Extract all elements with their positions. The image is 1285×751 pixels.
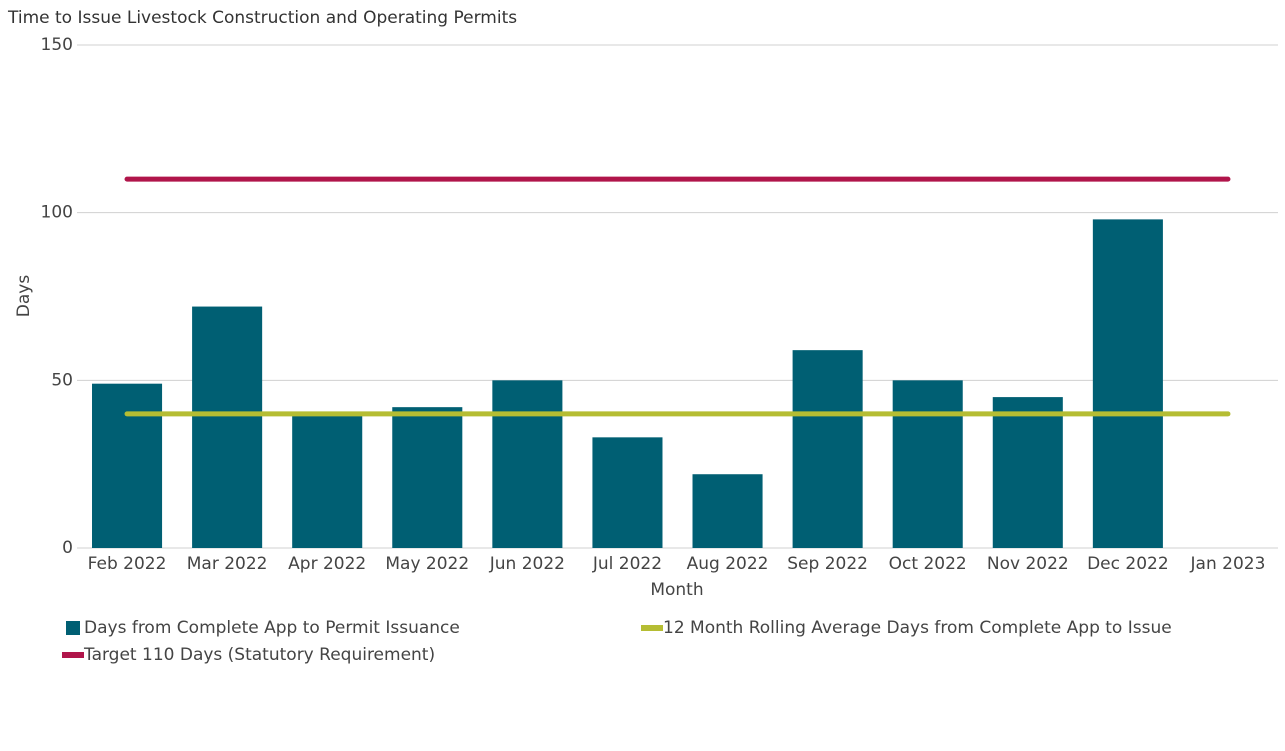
chart-title: Time to Issue Livestock Construction and… xyxy=(7,8,517,28)
bar xyxy=(192,306,263,548)
x-tick-label: Nov 2022 xyxy=(987,554,1069,574)
x-tick-label: Sep 2022 xyxy=(787,554,868,574)
x-tick-label: Jan 2023 xyxy=(1190,554,1266,574)
legend-label: Target 110 Days (Statutory Requirement) xyxy=(83,645,435,665)
legend-swatch xyxy=(62,652,84,658)
legend-label: 12 Month Rolling Average Days from Compl… xyxy=(663,618,1172,638)
x-tick-label: Dec 2022 xyxy=(1087,554,1169,574)
y-tick-label: 150 xyxy=(41,35,73,55)
x-tick-label: Oct 2022 xyxy=(889,554,967,574)
y-tick-label: 0 xyxy=(62,538,73,558)
legend-swatch xyxy=(66,621,80,635)
x-tick-label: Feb 2022 xyxy=(88,554,167,574)
x-tick-label: Aug 2022 xyxy=(687,554,769,574)
bar xyxy=(392,407,463,548)
x-tick-label: Apr 2022 xyxy=(288,554,366,574)
y-axis-label: Days xyxy=(14,275,34,318)
x-tick-label: Mar 2022 xyxy=(187,554,268,574)
x-tick-label: Jul 2022 xyxy=(592,554,662,574)
bar xyxy=(892,380,963,548)
x-axis-label: Month xyxy=(650,580,703,600)
bar xyxy=(492,380,563,548)
bar xyxy=(292,413,363,548)
bar xyxy=(692,474,763,548)
y-tick-label: 100 xyxy=(41,203,73,223)
legend-swatch xyxy=(641,625,663,631)
x-tick-label: Jun 2022 xyxy=(489,554,565,574)
x-tick-label: May 2022 xyxy=(385,554,469,574)
bar xyxy=(792,350,863,548)
bar xyxy=(992,397,1063,548)
y-tick-label: 50 xyxy=(51,370,73,390)
legend-label: Days from Complete App to Permit Issuanc… xyxy=(84,618,460,638)
bar xyxy=(592,437,663,548)
bar xyxy=(92,383,163,548)
bar xyxy=(1092,219,1163,548)
